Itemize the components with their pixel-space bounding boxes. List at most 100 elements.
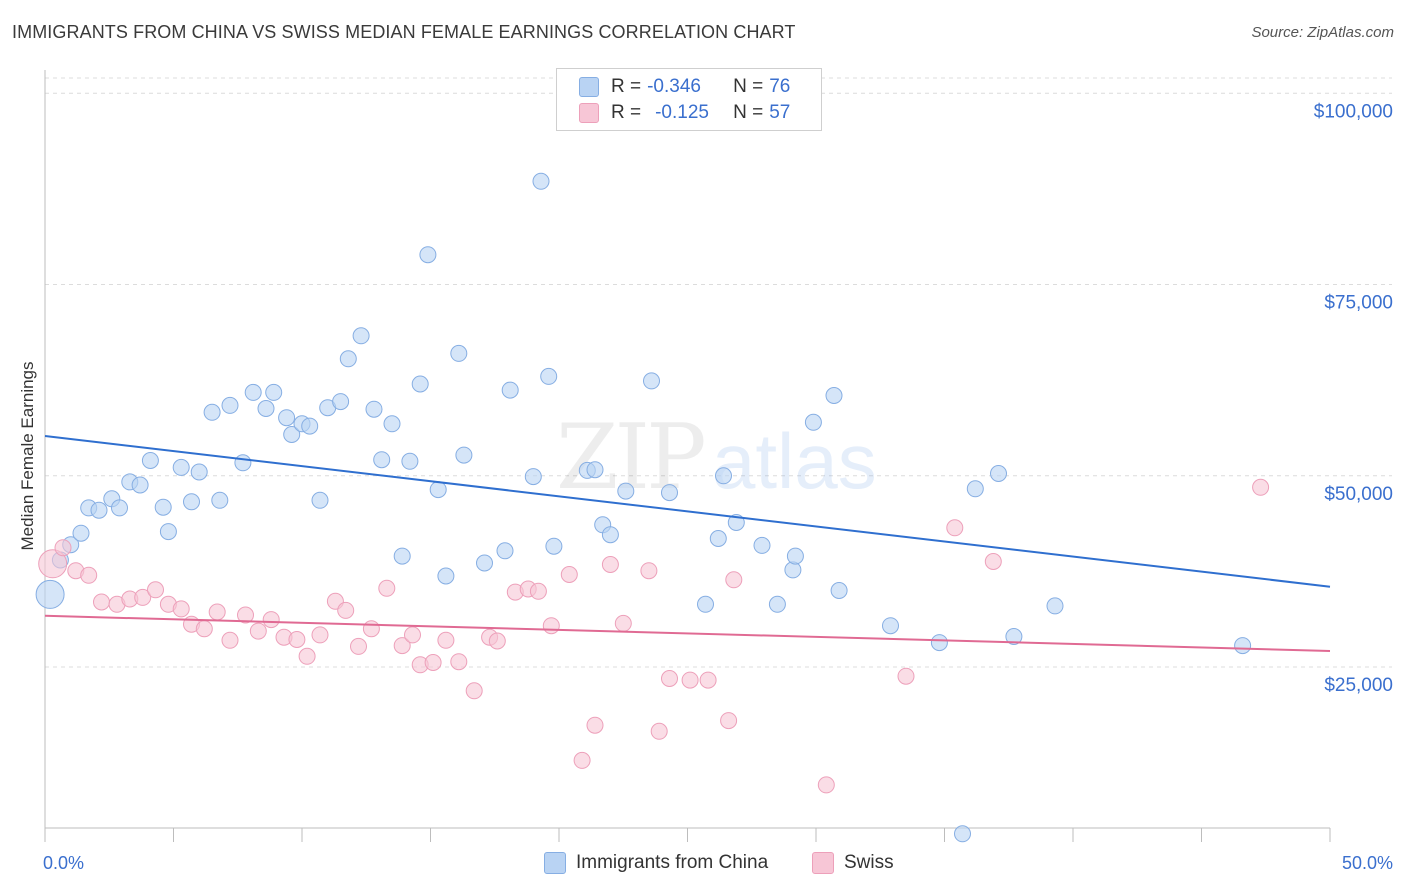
data-point xyxy=(211,491,229,509)
data-point xyxy=(455,446,473,464)
data-point xyxy=(383,415,401,433)
legend-r-value-china: -0.346 xyxy=(647,76,701,97)
legend-n-value-china: 76 xyxy=(769,76,791,97)
data-point xyxy=(172,458,190,476)
bottom-legend-swatch-china xyxy=(544,852,566,874)
data-point xyxy=(190,463,208,481)
y-tick-label: $100,000 xyxy=(1314,101,1393,122)
data-point xyxy=(38,549,68,579)
data-point xyxy=(378,579,396,597)
source-label: Source: ZipAtlas.com xyxy=(1251,24,1394,41)
data-point xyxy=(401,452,419,470)
data-point xyxy=(897,667,915,685)
data-point xyxy=(298,647,316,665)
data-point xyxy=(661,484,678,502)
data-point xyxy=(1252,478,1270,496)
data-point xyxy=(601,556,619,573)
data-point xyxy=(159,523,177,541)
data-point xyxy=(339,350,357,368)
trend-line-china xyxy=(44,435,1331,588)
data-point xyxy=(601,526,619,544)
data-point xyxy=(573,751,591,769)
data-point xyxy=(419,246,437,264)
data-point xyxy=(411,375,429,393)
trend-lines xyxy=(44,435,1331,652)
data-point xyxy=(1234,637,1252,655)
legend-r-label: R = xyxy=(611,76,642,97)
data-point xyxy=(542,617,560,635)
data-point xyxy=(640,562,658,580)
data-point xyxy=(257,400,275,417)
data-point xyxy=(990,465,1007,482)
axis-labels: $25,000 $50,000 $75,000 $100,000 0.0% 50.0% Me… xyxy=(18,101,1393,873)
data-point xyxy=(141,452,159,469)
data-point xyxy=(720,712,738,730)
data-point xyxy=(496,542,514,560)
data-point xyxy=(393,547,411,565)
data-point xyxy=(476,554,493,572)
y-tick-label: $50,000 xyxy=(1324,484,1393,505)
data-point xyxy=(946,519,964,537)
data-point xyxy=(617,482,635,500)
bottom-legend-label-swiss: Swiss xyxy=(844,852,894,873)
data-point xyxy=(709,530,727,547)
y-tick-label: $25,000 xyxy=(1324,675,1393,696)
data-point xyxy=(768,595,786,613)
data-point xyxy=(278,409,296,427)
data-point xyxy=(237,606,254,624)
data-point xyxy=(825,387,843,404)
data-point xyxy=(404,626,421,644)
data-point xyxy=(1046,597,1064,615)
data-point xyxy=(54,539,72,557)
data-point xyxy=(80,566,98,584)
data-point xyxy=(586,716,604,734)
data-point xyxy=(262,611,280,629)
data-point xyxy=(154,498,172,516)
data-point xyxy=(424,654,442,671)
legend-n-label: N = xyxy=(733,76,764,97)
data-point xyxy=(134,588,152,606)
watermark: ZIP atlas xyxy=(556,405,877,510)
data-point xyxy=(614,614,632,632)
data-point xyxy=(1005,628,1023,645)
series-swiss xyxy=(38,478,1270,794)
data-point xyxy=(524,468,542,486)
data-point xyxy=(725,571,743,589)
legend: R = -0.346 N = 76 R = -0.125 N = 57 xyxy=(556,68,822,131)
legend-row-swiss: R = -0.125 N = 57 xyxy=(579,100,790,126)
data-point xyxy=(283,426,301,443)
x-tick-label: 50.0% xyxy=(1342,853,1393,873)
data-point xyxy=(786,547,804,565)
data-point xyxy=(545,537,563,555)
data-point xyxy=(643,372,660,390)
data-point xyxy=(147,581,164,599)
data-point xyxy=(221,396,239,414)
data-point xyxy=(203,403,221,421)
data-point xyxy=(195,620,213,638)
data-point xyxy=(437,567,455,585)
data-point xyxy=(450,344,468,362)
data-point xyxy=(288,631,306,648)
data-point xyxy=(337,601,355,619)
data-point xyxy=(362,620,380,638)
legend-n-label: N = xyxy=(733,102,764,123)
data-point xyxy=(661,670,678,687)
data-point xyxy=(954,825,971,843)
data-point xyxy=(172,600,190,618)
data-point xyxy=(332,393,350,411)
data-point xyxy=(393,637,411,655)
data-point xyxy=(437,631,455,649)
data-point xyxy=(817,776,835,794)
data-point xyxy=(244,383,262,401)
data-point xyxy=(111,499,128,517)
data-point xyxy=(208,603,226,621)
data-point xyxy=(35,579,65,609)
bottom-legend-swatch-swiss xyxy=(812,852,834,874)
data-point xyxy=(352,327,370,345)
axes xyxy=(44,70,1331,842)
y-axis-label: Median Female Earnings xyxy=(18,362,37,551)
data-point xyxy=(830,582,848,599)
legend-n-value-swiss: 57 xyxy=(769,102,791,123)
data-point xyxy=(529,582,547,600)
data-point xyxy=(882,617,899,635)
